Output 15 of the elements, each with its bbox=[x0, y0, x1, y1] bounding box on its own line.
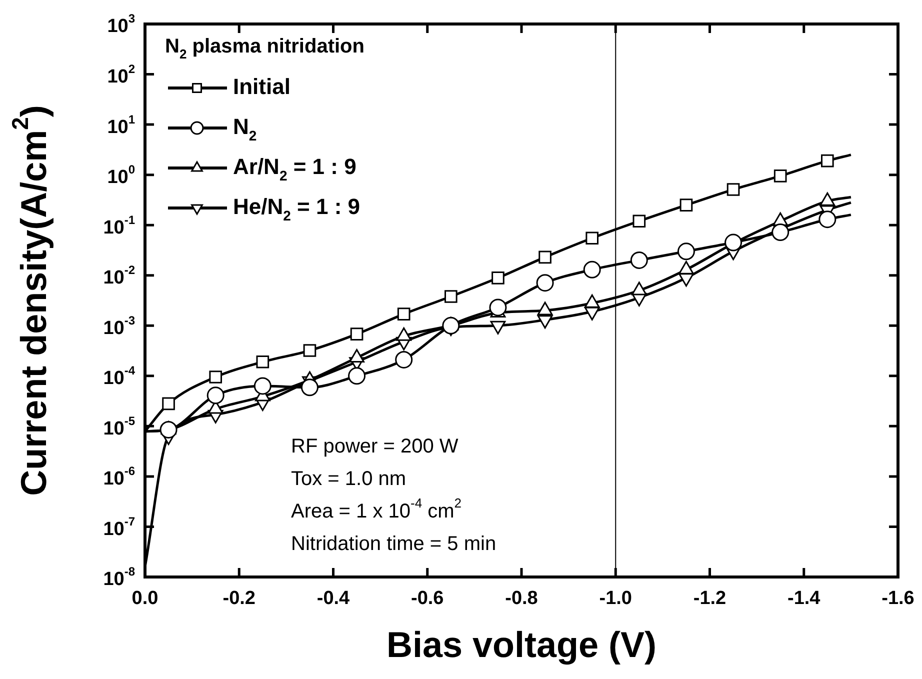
annotation: Nitridation time = 5 min bbox=[291, 533, 496, 556]
x-tick-label: -1.6 bbox=[882, 588, 914, 610]
x-tick-label: -1.4 bbox=[788, 588, 821, 610]
x-tick-label: -1.0 bbox=[599, 588, 632, 610]
legend-label: Initial bbox=[233, 74, 290, 100]
x-axis-title: Bias voltage (V) bbox=[386, 624, 657, 665]
x-tick-label: -0.8 bbox=[505, 588, 538, 610]
x-tick-label: 0.0 bbox=[132, 588, 158, 610]
y-axis-title: Current density(A/cm2) bbox=[6, 105, 54, 496]
annotation: Tox = 1.0 nm bbox=[291, 468, 406, 490]
annotation: RF power = 200 W bbox=[291, 436, 458, 458]
x-tick-label: -0.4 bbox=[316, 588, 350, 610]
x-tick-label: -0.6 bbox=[411, 588, 444, 610]
x-tick-label: -1.2 bbox=[693, 588, 726, 610]
x-tick-label: -0.2 bbox=[222, 588, 256, 610]
